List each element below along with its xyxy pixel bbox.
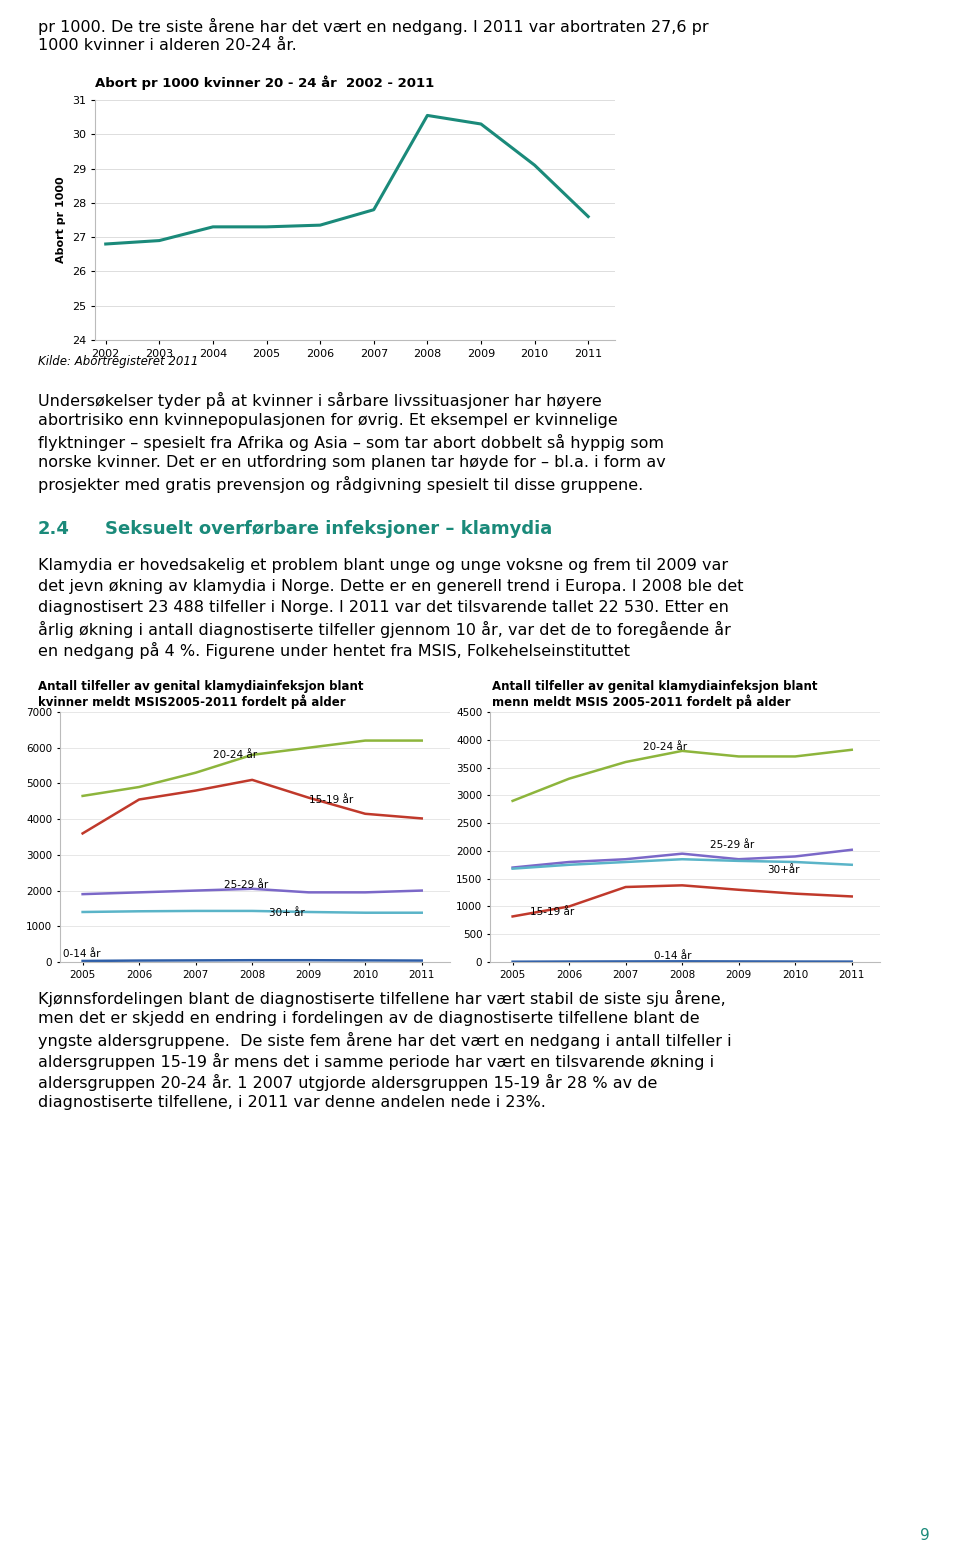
Text: flyktninger – spesielt fra Afrika og Asia – som tar abort dobbelt så hyppig som: flyktninger – spesielt fra Afrika og Asi… [38, 435, 664, 452]
Text: det jevn økning av klamydia i Norge. Dette er en generell trend i Europa. I 2008: det jevn økning av klamydia i Norge. Det… [38, 578, 743, 594]
Text: 20-24 år: 20-24 år [212, 750, 256, 761]
Text: norske kvinner. Det er en utfordring som planen tar høyde for – bl.a. i form av: norske kvinner. Det er en utfordring som… [38, 455, 665, 470]
Text: 25-29 år: 25-29 år [224, 880, 268, 889]
Text: aldersgruppen 15-19 år mens det i samme periode har vært en tilsvarende økning i: aldersgruppen 15-19 år mens det i samme … [38, 1053, 714, 1071]
Text: Kjønnsfordelingen blant de diagnostiserte tilfellene har vært stabil de siste sj: Kjønnsfordelingen blant de diagnostisert… [38, 989, 726, 1007]
Text: yngste aldersgruppene.  De siste fem årene har det vært en nedgang i antall tilf: yngste aldersgruppene. De siste fem åren… [38, 1032, 732, 1049]
Text: diagnostiserte tilfellene, i 2011 var denne andelen nede i 23%.: diagnostiserte tilfellene, i 2011 var de… [38, 1096, 546, 1110]
Text: 15-19 år: 15-19 år [530, 907, 574, 917]
Text: pr 1000. De tre siste årene har det vært en nedgang. I 2011 var abortraten 27,6 : pr 1000. De tre siste årene har det vært… [38, 19, 708, 34]
Text: Kilde: Abortregisteret 2011: Kilde: Abortregisteret 2011 [38, 355, 199, 367]
Text: kvinner meldt MSIS2005-2011 fordelt på alder: kvinner meldt MSIS2005-2011 fordelt på a… [38, 694, 346, 708]
Text: prosjekter med gratis prevensjon og rådgivning spesielt til disse gruppene.: prosjekter med gratis prevensjon og rådg… [38, 477, 643, 492]
Text: Antall tilfeller av genital klamydiainfeksjon blant: Antall tilfeller av genital klamydiainfe… [492, 680, 818, 692]
Text: Klamydia er hovedsakelig et problem blant unge og unge voksne og frem til 2009 v: Klamydia er hovedsakelig et problem blan… [38, 558, 728, 574]
Text: menn meldt MSIS 2005-2011 fordelt på alder: menn meldt MSIS 2005-2011 fordelt på ald… [492, 694, 791, 708]
Text: 30+år: 30+år [767, 864, 800, 875]
Text: Antall tilfeller av genital klamydiainfeksjon blant: Antall tilfeller av genital klamydiainfe… [38, 680, 364, 692]
Text: 15-19 år: 15-19 år [309, 796, 353, 805]
Text: 30+ år: 30+ år [269, 908, 305, 919]
Text: 2.4: 2.4 [38, 520, 70, 538]
Text: 9: 9 [921, 1529, 930, 1543]
Text: Seksuelt overførbare infeksjoner – klamydia: Seksuelt overførbare infeksjoner – klamy… [105, 520, 552, 538]
Text: Abort pr 1000 kvinner 20 - 24 år  2002 - 2011: Abort pr 1000 kvinner 20 - 24 år 2002 - … [95, 75, 434, 89]
Text: abortrisiko enn kvinnepopulasjonen for øvrig. Et eksempel er kvinnelige: abortrisiko enn kvinnepopulasjonen for ø… [38, 413, 617, 428]
Text: 20-24 år: 20-24 år [642, 742, 686, 752]
Text: 0-14 år: 0-14 år [62, 949, 101, 960]
Text: 0-14 år: 0-14 år [654, 952, 691, 961]
Text: 1000 kvinner i alderen 20-24 år.: 1000 kvinner i alderen 20-24 år. [38, 38, 297, 53]
Text: Undersøkelser tyder på at kvinner i sårbare livssituasjoner har høyere: Undersøkelser tyder på at kvinner i sårb… [38, 392, 602, 410]
Text: årlig økning i antall diagnostiserte tilfeller gjennom 10 år, var det de to fore: årlig økning i antall diagnostiserte til… [38, 621, 731, 638]
Text: men det er skjedd en endring i fordelingen av de diagnostiserte tilfellene blant: men det er skjedd en endring i fordeling… [38, 1011, 700, 1025]
Text: diagnostisert 23 488 tilfeller i Norge. I 2011 var det tilsvarende tallet 22 530: diagnostisert 23 488 tilfeller i Norge. … [38, 600, 729, 614]
Text: en nedgang på 4 %. Figurene under hentet fra MSIS, Folkehelseinstituttet: en nedgang på 4 %. Figurene under hentet… [38, 642, 630, 660]
Text: aldersgruppen 20-24 år. 1 2007 utgjorde aldersgruppen 15-19 år 28 % av de: aldersgruppen 20-24 år. 1 2007 utgjorde … [38, 1074, 658, 1091]
Text: 25-29 år: 25-29 år [710, 839, 755, 850]
Y-axis label: Abort pr 1000: Abort pr 1000 [57, 177, 66, 263]
